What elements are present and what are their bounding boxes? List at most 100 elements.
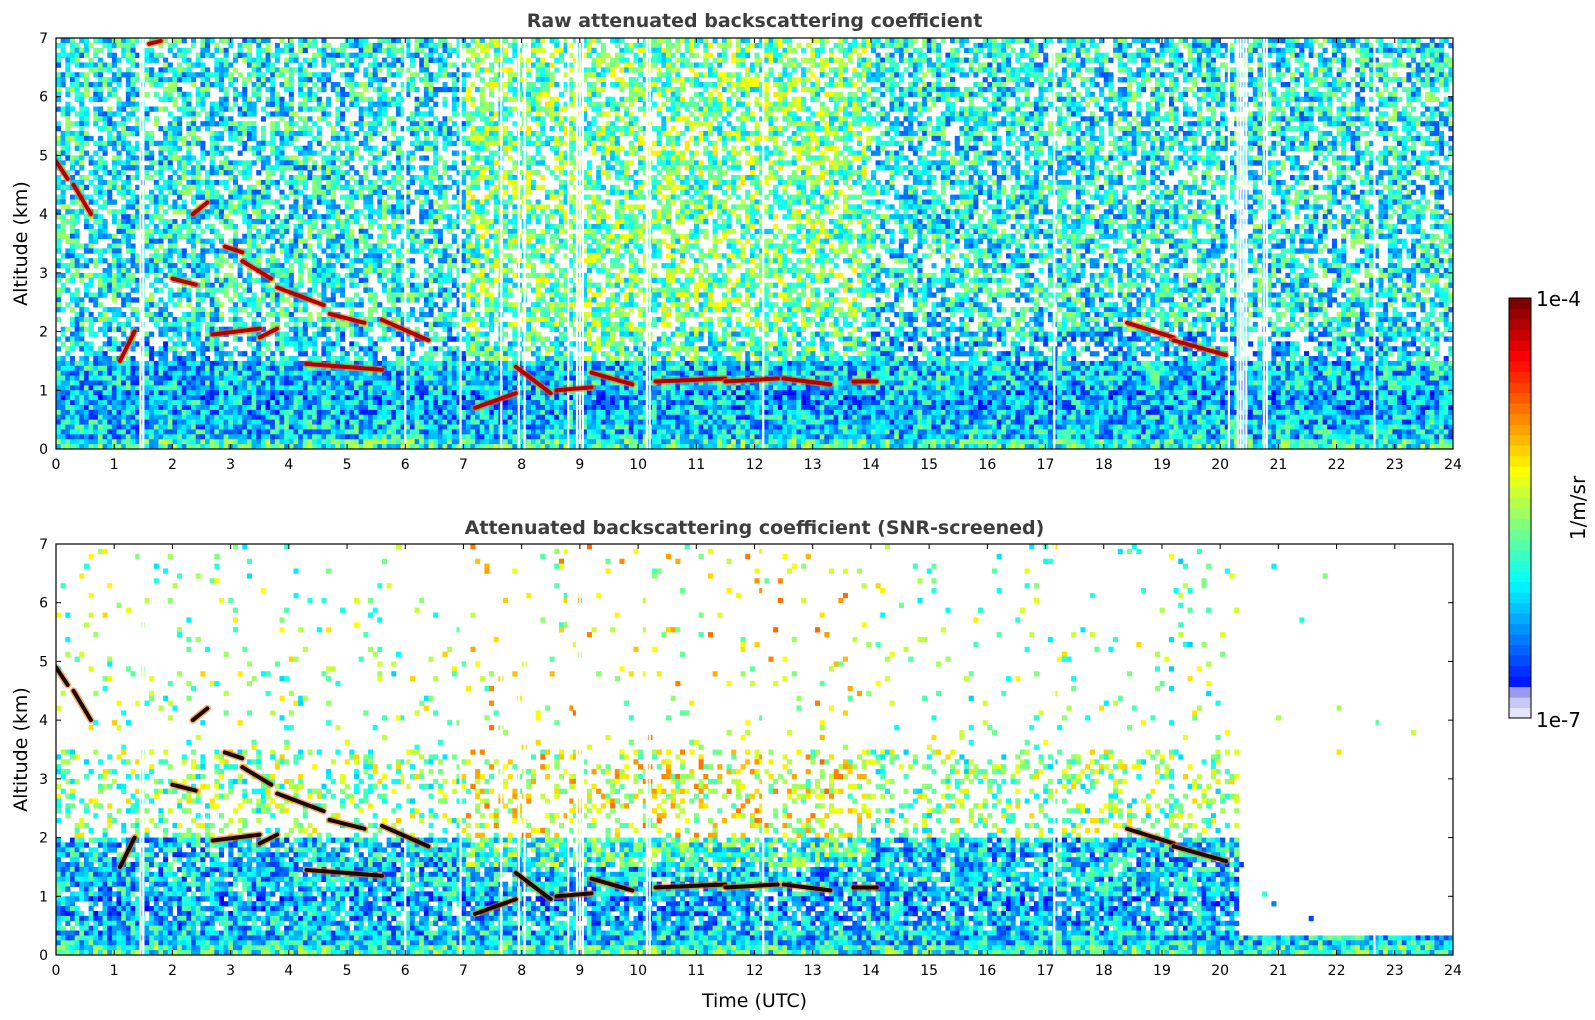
backscatter-cell [69, 258, 76, 264]
backscatter-cell [214, 444, 220, 449]
backscatter-cell [270, 248, 276, 254]
backscatter-cell [237, 238, 243, 244]
backscatter-cell [288, 312, 294, 318]
backscatter-cell [167, 189, 173, 195]
backscatter-cell [121, 238, 127, 244]
backscatter-cell [354, 434, 360, 440]
backscatter-cell [228, 72, 234, 78]
backscatter-cell [419, 248, 425, 254]
backscatter-cell [321, 297, 327, 303]
backscatter-cell [419, 444, 425, 449]
backscatter-cell [56, 155, 62, 161]
backscatter-cell [125, 375, 131, 381]
backscatter-cell [223, 91, 229, 98]
backscatter-cell [265, 52, 271, 58]
backscatter-cell [125, 243, 131, 249]
backscatter-cell [172, 263, 178, 269]
backscatter-cell [177, 331, 183, 337]
backscatter-cell [349, 307, 355, 313]
backscatter-cell [186, 297, 192, 303]
backscatter-cell [181, 101, 187, 107]
backscatter-cell [107, 130, 113, 137]
backscatter-cell [121, 321, 127, 328]
backscatter-cell [163, 209, 169, 215]
backscatter-cell [302, 82, 308, 88]
backscatter-cell [433, 116, 439, 122]
backscatter-cell [56, 223, 62, 230]
backscatter-cell [288, 91, 294, 98]
backscatter-cell [144, 67, 150, 73]
backscatter-cell [428, 429, 434, 435]
backscatter-cell [372, 179, 378, 186]
backscatter-cell [205, 439, 211, 445]
backscatter-cell [209, 223, 215, 230]
backscatter-cell [260, 38, 266, 44]
backscatter-cell [372, 77, 378, 83]
backscatter-cell [409, 439, 415, 445]
backscatter-cell [302, 429, 308, 435]
backscatter-cell [191, 395, 197, 401]
backscatter-cell [102, 258, 108, 264]
backscatter-cell [274, 360, 280, 367]
backscatter-cell [209, 121, 215, 127]
backscatter-cell [186, 404, 192, 411]
backscatter-cell [149, 316, 155, 323]
backscatter-cell [251, 204, 257, 210]
backscatter-cell [400, 209, 406, 215]
backscatter-cell [186, 360, 192, 367]
backscatter-cell [307, 365, 313, 372]
backscatter-cell [167, 346, 173, 352]
backscatter-cell [135, 419, 141, 425]
backscatter-cell [111, 316, 117, 323]
backscatter-cell [172, 135, 178, 142]
backscatter-cell [158, 82, 164, 88]
backscatter-cell [302, 390, 308, 396]
backscatter-cell [298, 126, 304, 132]
backscatter-cell [111, 209, 117, 215]
backscatter-cell [363, 243, 369, 249]
backscatter-cell [60, 223, 66, 230]
backscatter-cell [340, 400, 346, 406]
backscatter-cell [302, 165, 308, 171]
backscatter-cell [158, 228, 164, 235]
backscatter-cell [284, 194, 290, 200]
backscatter-cell [395, 331, 401, 337]
backscatter-cell [74, 360, 80, 367]
backscatter-cell [163, 326, 169, 332]
backscatter-cell [144, 297, 150, 303]
backscatter-cell [419, 287, 425, 293]
backscatter-cell [279, 243, 285, 249]
backscatter-cell [414, 419, 420, 425]
backscatter-cell [121, 439, 127, 445]
backscatter-cell [209, 312, 215, 318]
backscatter-cell [288, 160, 294, 166]
backscatter-cell [121, 277, 127, 284]
backscatter-cell [69, 439, 76, 445]
backscatter-cell [205, 126, 211, 132]
backscatter-cell [69, 424, 76, 430]
backscatter-cell [88, 351, 94, 357]
backscatter-cell [433, 214, 439, 220]
backscatter-cell [358, 238, 364, 244]
backscatter-cell [130, 96, 136, 102]
backscatter-cell [274, 96, 280, 102]
backscatter-cell [130, 219, 136, 225]
backscatter-cell [312, 179, 318, 186]
backscatter-cell [265, 263, 271, 269]
backscatter-cell [93, 439, 99, 445]
backscatter-cell [153, 194, 159, 200]
backscatter-cell [433, 199, 439, 205]
backscatter-cell [218, 360, 225, 367]
backscatter-cell [433, 126, 439, 132]
backscatter-cell [205, 209, 211, 215]
backscatter-cell [237, 439, 243, 445]
backscatter-cell [65, 287, 71, 293]
backscatter-cell [298, 238, 304, 244]
backscatter-cell [111, 62, 117, 68]
backscatter-cell [186, 223, 192, 230]
backscatter-cell [381, 390, 388, 396]
backscatter-cell [167, 439, 173, 445]
backscatter-cell [321, 419, 327, 425]
backscatter-cell [340, 160, 346, 166]
